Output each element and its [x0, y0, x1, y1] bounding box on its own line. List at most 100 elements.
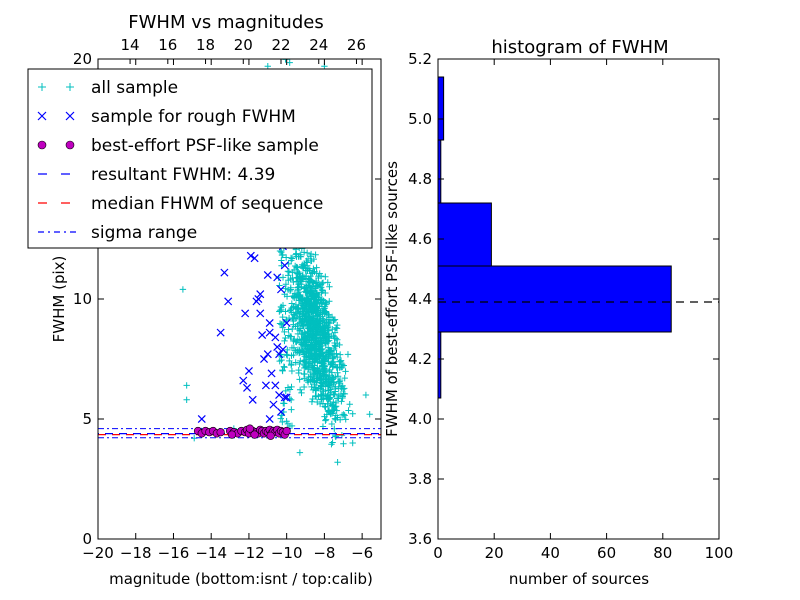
all-sample-point	[302, 359, 309, 366]
all-sample-point	[317, 375, 324, 382]
all-sample-point	[312, 368, 320, 376]
left-top-tick-label: 24	[309, 36, 328, 54]
all-sample-point	[338, 398, 345, 405]
all-sample-point	[310, 318, 317, 325]
all-sample-point	[296, 376, 303, 383]
legend-entries: all sample sample for rough FWHM best-effo…	[37, 78, 323, 243]
all-sample-point	[295, 320, 303, 327]
left-top-tick-label: 26	[347, 36, 366, 54]
all-sample-point	[282, 334, 289, 342]
all-sample-point	[276, 357, 283, 365]
all-sample-point	[340, 411, 347, 418]
all-sample-point	[293, 338, 300, 346]
left-clipped-group	[98, 59, 381, 466]
rough-sample-point	[276, 285, 286, 294]
all-sample-point	[282, 254, 290, 261]
all-sample-point	[334, 353, 341, 361]
all-sample-point	[328, 313, 336, 321]
all-sample-point	[306, 321, 313, 328]
all-sample-point	[341, 374, 348, 382]
all-sample-point	[333, 325, 341, 332]
all-sample-point	[326, 378, 334, 386]
all-sample-point	[285, 326, 292, 333]
all-sample-point	[314, 357, 321, 364]
right-x-tick-label: 0	[433, 544, 443, 562]
all-sample-point	[296, 297, 304, 304]
all-sample-point	[289, 293, 296, 300]
rough-sample-point	[278, 345, 287, 354]
left-x-tick-label: −20	[82, 544, 114, 562]
rough-sample-point	[239, 376, 248, 385]
all-sample-point	[325, 351, 332, 358]
all-sample-point	[282, 308, 289, 315]
all-sample-point	[310, 377, 318, 385]
all-sample-point	[278, 321, 285, 328]
all-sample-point	[306, 253, 314, 260]
all-sample-point	[331, 385, 339, 393]
all-sample-point	[309, 292, 317, 300]
all-sample-point	[307, 347, 314, 355]
all-sample-point	[293, 263, 300, 271]
all-sample-point	[303, 249, 311, 257]
right-histogram-plot: 0 20 40 60 80 1003.63.84.04.24.44.64.85.05.2 …	[383, 37, 733, 588]
all-sample-point	[337, 357, 345, 364]
all-sample-point	[288, 406, 295, 413]
rough-sample-point	[265, 318, 274, 328]
all-sample-point	[328, 420, 336, 428]
rough-sample-point	[241, 309, 250, 318]
all-sample-point	[311, 322, 319, 330]
all-sample-point	[305, 336, 313, 344]
left-top-tick-label: 20	[234, 36, 253, 54]
all-sample-point	[287, 275, 294, 283]
psf-sample-point	[216, 428, 225, 437]
all-sample-point	[307, 287, 315, 294]
all-sample-point	[328, 441, 335, 448]
all-sample-point	[305, 325, 313, 332]
all-sample-point	[294, 291, 302, 298]
right-plot-ticks: 0 20 40 60 80 100 3.6 3.8 4.0 4.2 4.4 4.6 4.8 5.0 5.2	[408, 50, 733, 562]
all-sample-point	[310, 339, 318, 346]
right-x-tick-label: 20	[485, 544, 504, 562]
all-sample-point	[302, 267, 309, 274]
rough-sample-point	[263, 270, 272, 280]
all-sample-point	[299, 311, 307, 319]
all-sample-point	[307, 331, 315, 339]
all-sample-point	[286, 357, 293, 365]
legend-label: sigma range	[91, 223, 197, 243]
all-sample-point	[314, 324, 321, 331]
psf-sample-point	[245, 424, 254, 433]
legend-label: sample for rough FWHM	[91, 107, 296, 127]
all-sample-point	[303, 259, 311, 266]
all-sample-point	[318, 353, 326, 360]
legend-label: median FHWM of sequence	[91, 194, 323, 214]
all-sample-point	[310, 335, 317, 343]
all-sample-point	[322, 417, 329, 424]
all-sample-point	[298, 389, 305, 397]
all-sample-point	[278, 251, 286, 259]
all-sample-point	[277, 415, 285, 422]
psf-sample-point	[250, 430, 259, 439]
all-sample-point	[295, 366, 302, 374]
all-sample-point	[290, 337, 297, 344]
legend-x-marker	[37, 111, 47, 121]
all-sample-point	[300, 383, 308, 391]
all-sample-point	[300, 348, 307, 356]
all-sample-point	[317, 359, 325, 366]
all-sample-point	[312, 251, 319, 258]
all-sample-point	[329, 326, 336, 333]
all-sample-point	[298, 263, 306, 270]
all-sample-point	[308, 277, 315, 284]
all-sample-point	[322, 336, 330, 344]
all-sample-point	[318, 326, 325, 333]
all-sample-point	[315, 274, 322, 282]
all-sample-point	[276, 308, 283, 315]
all-sample-point	[330, 317, 337, 325]
all-sample-point	[341, 412, 348, 419]
all-sample-point	[179, 286, 187, 293]
all-sample-point	[313, 264, 320, 271]
rough-sample-point	[280, 393, 289, 402]
all-sample-point	[342, 416, 349, 423]
right-y-tick-label: 3.6	[408, 530, 432, 548]
all-sample-point	[323, 373, 331, 381]
all-sample-point	[294, 347, 302, 354]
